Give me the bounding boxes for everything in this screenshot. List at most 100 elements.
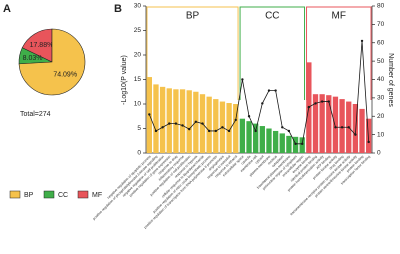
bar [332,96,339,153]
y2-tick-label: 30 [377,95,385,102]
x-tick-label: cytosol [254,154,264,164]
bar [239,118,246,153]
legend-swatch [9,190,21,199]
bar [279,133,285,153]
gene-count-point [174,122,178,125]
gene-count-point [254,129,257,133]
gene-count-point [247,115,251,118]
gene-count-point [327,100,330,103]
bar [213,99,219,153]
y-tick-label: 25 [134,27,142,34]
y2-tick-label: 20 [377,113,385,120]
legend-label: CC [58,192,68,199]
gene-count-point [294,142,297,146]
legend-swatch [77,190,89,199]
y-axis-label: -Log10(P value) [121,55,128,105]
group-bracket [306,6,372,100]
y-tick-label: 15 [134,76,142,83]
gene-count-point [161,126,164,129]
gene-count-line [148,40,370,145]
legend-label: MF [92,192,102,199]
gene-count-point [320,100,324,103]
gene-count-point [207,129,211,133]
slice-label: 17.88% [30,42,54,49]
y-tick-label: 30 [134,3,142,10]
gene-count-point [274,89,277,92]
panel-label: B [114,3,122,15]
pie-slice [18,28,86,96]
bar [173,89,179,153]
gene-count-point [227,129,231,133]
gene-count-point [314,102,317,105]
gene-count-point [201,122,204,125]
y-tick-label: 5 [137,125,141,132]
legend-label: BP [24,192,34,199]
gene-count-point [154,129,158,133]
gene-count-point [340,126,344,129]
gene-count-point [267,89,271,92]
bar [359,108,365,153]
group-label: CC [265,11,279,22]
bar [299,137,305,153]
legend-swatch [43,190,55,199]
x-tick-label: nucleus [267,154,278,165]
bar [159,86,166,153]
bar [326,95,332,153]
panel-label: A [3,3,11,15]
bar [366,118,372,153]
bar [179,89,186,153]
x-tick-label: caveola [240,154,251,165]
bar [312,94,319,153]
y2-tick-label: 60 [377,39,385,46]
bar [226,103,232,153]
group-label: MF [332,11,346,22]
bar [266,128,272,153]
y2-axis-label: Number of genes [387,53,394,107]
bar [319,94,325,153]
y-tick-label: 20 [134,52,142,59]
y2-tick-label: 50 [377,58,385,65]
gene-count-point [168,122,171,125]
y2-tick-label: 80 [377,3,385,10]
group-bracket [146,6,239,100]
y2-tick-label: 70 [377,21,385,28]
slice-label: 74.09% [53,71,77,78]
slice-label: 8.03% [23,55,43,62]
y2-tick-label: 0 [377,150,381,157]
gene-count-point [354,133,357,136]
y-tick-label: 0 [137,150,141,157]
gene-count-point [214,129,217,133]
x-tick-label: positive regulation of phosphatidylinosi… [92,154,158,220]
bar [272,130,279,153]
gene-count-point [241,78,244,81]
y-tick-label: 10 [134,101,142,108]
bar [186,90,192,153]
bar [166,88,172,153]
bar [153,84,159,153]
bar [253,123,259,153]
gene-count-point [221,126,224,129]
gene-count-point [234,118,237,122]
group-label: BP [186,11,200,22]
bar [206,96,212,153]
gene-count-point [301,142,304,146]
annotation: Total=274 [20,111,51,118]
gene-count-point [334,126,337,129]
gene-count-point [360,39,364,43]
bar [286,135,292,153]
bar [339,99,345,153]
bar [259,126,265,153]
gene-count-point [307,105,311,109]
bar [352,104,359,153]
gene-count-point [367,140,370,144]
gene-count-point [194,120,198,123]
gene-count-point [287,129,291,133]
group-bracket [239,6,306,100]
gene-count-point [181,124,184,127]
gene-count-point [148,113,151,116]
gene-count-point [347,126,350,129]
bar [246,121,252,153]
y2-tick-label: 10 [377,131,385,138]
gene-count-point [261,102,264,105]
